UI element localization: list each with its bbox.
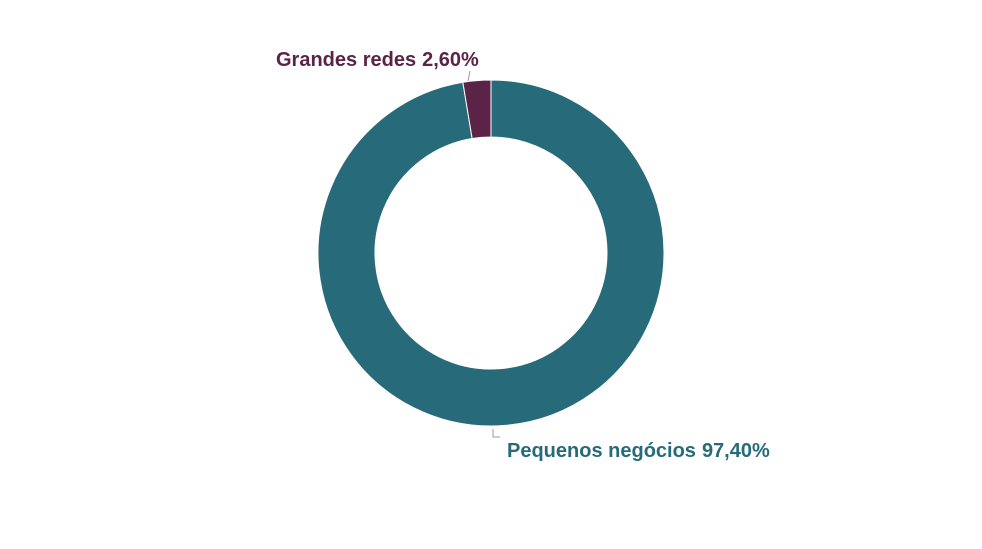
slice-name: Pequenos negócios xyxy=(507,440,696,462)
slice-label: Pequenos negócios 97,40% xyxy=(507,440,770,462)
slice-label: Grandes redes 2,60% xyxy=(276,49,479,71)
donut-slice xyxy=(317,79,665,427)
slice-value-label: 97,40% xyxy=(702,440,770,462)
leader-line xyxy=(467,70,471,82)
slice-name: Grandes redes xyxy=(276,49,416,71)
leader-line xyxy=(492,429,500,438)
donut-slice xyxy=(462,79,492,140)
slice-value-label: 2,60% xyxy=(422,49,479,71)
